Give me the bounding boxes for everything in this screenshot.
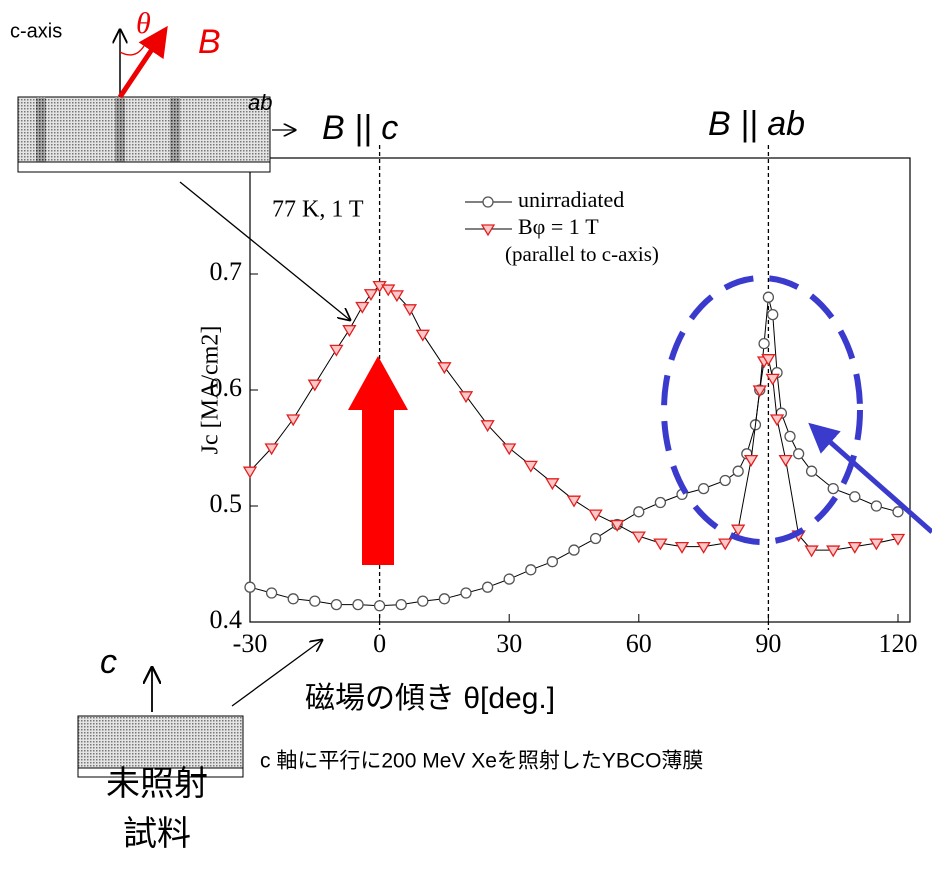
data-point [634,507,644,517]
data-point [396,600,406,610]
x-tick-label: 120 [879,629,918,658]
data-point [546,479,558,489]
data-point [655,498,665,508]
data-point [309,380,321,390]
data-point [699,484,709,494]
data-point [733,466,743,476]
x-tick-label: 90 [755,629,781,658]
data-point [591,533,601,543]
data-point [375,601,385,611]
data-point [871,501,881,511]
data-point [503,444,515,454]
highlight-ellipse [664,278,860,542]
y-tick-label: 0.5 [210,489,243,518]
y-tick-label: 0.7 [210,257,243,286]
enhancement-arrow [348,356,408,565]
data-point [417,330,429,340]
highlight-arrow [812,426,932,532]
data-point [526,565,536,575]
data-point [745,456,757,466]
theta-label: θ [136,7,151,40]
data-point [438,363,450,373]
c-label: c [100,643,117,681]
data-point [504,574,514,584]
data-point [794,449,804,459]
data-point [547,557,557,567]
data-point [310,596,320,606]
data-point [439,594,449,604]
data-point [343,326,355,336]
data-point [780,456,792,466]
condition-label: 77 K, 1 T [272,197,364,223]
data-point [245,582,255,592]
data-point [720,475,730,485]
x-tick-label: 60 [626,629,652,658]
orientation-label: B || c [322,109,398,147]
data-point [850,492,860,502]
data-point [356,302,368,312]
y-axis-title: Jc [MA/cm2] [198,326,224,455]
x-axis-title: 磁場の傾き θ[deg.] [305,682,555,715]
data-point [771,415,783,425]
data-point [331,600,341,610]
sample-label: 未照射 [106,765,208,803]
sample-label: 試料 [123,815,191,853]
data-point [569,545,579,555]
legend-marker [483,197,493,207]
data-point [460,392,472,402]
legend-label: unirradiated [518,187,624,212]
data-point [676,543,688,553]
data-point [353,600,363,610]
data-point [483,582,493,592]
data-point [461,588,471,598]
data-point [763,292,773,302]
data-point [590,510,602,520]
x-tick-label: 30 [496,629,522,658]
data-point [698,543,710,553]
b-label: B [198,23,221,61]
data-point [768,310,778,320]
data-point [404,305,416,315]
data-point [807,466,817,476]
data-point [525,461,537,471]
data-point [330,345,342,355]
orientation-label: B || ab [708,105,805,143]
data-point [287,415,299,425]
data-point [267,588,277,598]
data-point [785,431,795,441]
data-point [827,546,839,556]
data-point [418,596,428,606]
data-point [288,594,298,604]
figure: 0.40.50.60.7-300306090120Jc [MA/cm2]磁場の傾… [0,0,932,875]
data-point [244,467,256,477]
legend-note: (parallel to c-axis) [505,242,659,266]
legend-marker [482,225,494,235]
ab-label: ab [248,90,272,115]
x-tick-label: 0 [373,629,386,658]
legend-label: Bφ = 1 T [518,214,599,239]
data-point [828,484,838,494]
data-point [568,496,580,506]
data-point [365,290,377,300]
data-point [759,339,769,349]
caption: c 軸に平行に200 MeV Xeを照射したYBCO薄膜 [260,750,703,773]
x-tick-label: -30 [233,629,268,658]
data-point [806,546,818,556]
c-axis-label: c-axis [10,20,62,42]
irradiated-sample-diagram [18,30,350,320]
